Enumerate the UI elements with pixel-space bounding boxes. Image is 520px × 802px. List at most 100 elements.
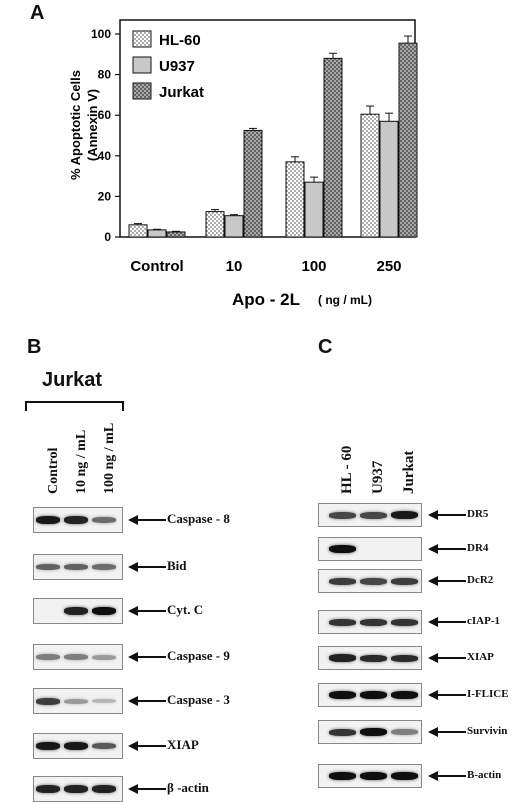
bar-jurkat-3 (398, 42, 418, 238)
band (64, 607, 88, 615)
band (359, 654, 387, 662)
arrow-shaft (136, 788, 166, 790)
bar-jurkat-0 (166, 231, 186, 238)
legend-swatch-jurkat (132, 82, 152, 100)
lane-label-0: HL - 60 (339, 445, 355, 494)
arrow-shaft (136, 745, 166, 747)
bar-jurkat-1 (243, 129, 263, 238)
band (328, 691, 356, 699)
band (64, 564, 88, 570)
band (64, 516, 88, 524)
bar-u937-2 (304, 181, 324, 238)
band (36, 564, 60, 570)
bar-u937-0 (147, 229, 167, 238)
blot-label: β -actin (167, 780, 209, 795)
band (328, 728, 356, 736)
arrow-shaft (136, 700, 166, 702)
y-tick-label: 80 (98, 68, 112, 82)
arrow-head (428, 727, 438, 737)
band (390, 654, 418, 662)
blot-label: XIAP (467, 651, 494, 663)
arrow-shaft (436, 775, 466, 777)
band (92, 564, 116, 570)
band (328, 545, 356, 553)
arrow-shaft (436, 731, 466, 733)
y-axis-label-line1: % Apoptotic Cells (68, 70, 83, 180)
arrow-head (428, 617, 438, 627)
bar-hl-60-2 (285, 161, 305, 238)
panel-b-letter: B (27, 336, 42, 358)
arrow-shaft (136, 519, 166, 521)
arrow-head (428, 544, 438, 554)
band (328, 772, 356, 780)
arrow-shaft (136, 610, 166, 612)
arrow-shaft (436, 548, 466, 550)
arrow-shaft (136, 656, 166, 658)
band (92, 607, 116, 615)
band (36, 516, 60, 524)
arrow-head (128, 741, 138, 751)
band (36, 785, 60, 793)
band (390, 729, 418, 735)
panel-b-bracket (25, 401, 124, 411)
blot-label: DR4 (467, 542, 489, 554)
band (92, 654, 116, 660)
y-tick-label: 60 (98, 108, 112, 122)
arrow-head (128, 562, 138, 572)
arrow-head (428, 653, 438, 663)
panel-a-letter: A (30, 2, 45, 24)
panel-c-letter: C (318, 336, 333, 358)
x-category-label: 10 (226, 258, 243, 275)
blot-label: DcR2 (467, 574, 494, 586)
x-category-label: 250 (376, 258, 401, 275)
band (64, 698, 88, 704)
blot-label: Caspase - 3 (167, 692, 230, 707)
apoptosis-bar-chart: 0 20 40 60 80 100 % Apoptotic Cells (Annexin V)… (68, 19, 418, 309)
legend-swatch-hl-60 (132, 30, 152, 48)
legend-label-hl-60: HL-60 (159, 32, 201, 49)
y-axis-label-line2: (Annexin V) (85, 89, 100, 161)
band (359, 728, 387, 736)
band (36, 654, 60, 660)
arrow-shaft (436, 694, 466, 696)
arrow-head (128, 652, 138, 662)
band (390, 511, 418, 519)
arrow-head (128, 515, 138, 525)
x-category-label: 100 (301, 258, 326, 275)
arrow-shaft (436, 621, 466, 623)
band (36, 742, 60, 750)
arrow-shaft (136, 566, 166, 568)
bar-u937-3 (379, 120, 399, 238)
band (359, 691, 387, 699)
band (36, 697, 60, 705)
band (64, 742, 88, 750)
y-tick-label: 20 (98, 189, 112, 203)
band (328, 618, 356, 626)
blot-label: DR5 (467, 508, 489, 520)
bar-hl-60-0 (128, 224, 148, 238)
lane-label-2: Jurkat (401, 450, 417, 494)
arrow-head (428, 576, 438, 586)
band (359, 577, 387, 585)
bar-u937-1 (224, 215, 244, 238)
arrow-shaft (436, 580, 466, 582)
band (328, 511, 356, 519)
band (390, 691, 418, 699)
bar-hl-60-1 (205, 211, 225, 238)
arrow-head (428, 771, 438, 781)
blot-label: Survivin (467, 725, 508, 737)
arrow-head (128, 696, 138, 706)
band (92, 743, 116, 749)
arrow-shaft (436, 514, 466, 516)
band (92, 785, 116, 793)
bar-jurkat-2 (323, 57, 343, 238)
legend-swatch-u937 (132, 56, 152, 74)
arrow-shaft (436, 657, 466, 659)
y-tick-label: 40 (98, 149, 112, 163)
bar-hl-60-3 (360, 113, 380, 238)
band (390, 618, 418, 626)
lane-label-1: 10 ng / mL (74, 429, 89, 494)
band (359, 618, 387, 626)
lane-label-1: U937 (370, 460, 386, 494)
x-category-label: Control (130, 258, 183, 275)
